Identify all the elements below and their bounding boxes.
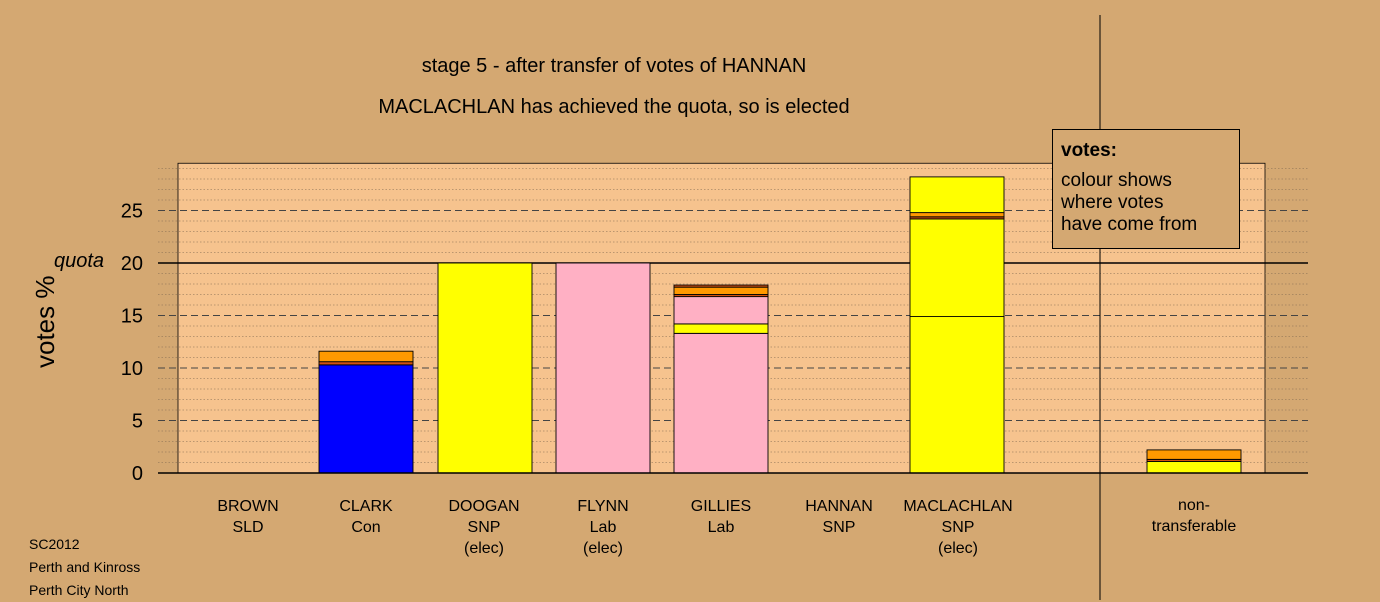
candidate-name: MACLACHLAN [903,498,1013,515]
bar-segment [673,286,769,295]
candidate-name: DOOGAN [448,498,520,515]
candidate-party: SNP [822,519,856,536]
bar-segment [673,284,769,288]
candidate-name: CLARK [339,498,393,515]
y-axis-label: votes % [30,275,60,369]
candidate-party: Con [351,519,381,536]
candidate-note: (elec) [937,540,978,557]
bar-segment [673,323,769,334]
bar-segment [909,316,1005,474]
candidate-party: SNP [941,519,975,536]
candidate-note: (elec) [582,540,623,557]
y-tick-label: 0 [132,463,143,485]
chart-subtitle: MACLACHLAN has achieved the quota, so is… [378,96,850,118]
bar-segment [673,332,769,474]
candidate-label-flynn: FLYNN Lab (elec) [548,496,658,559]
candidate-label-gillies: GILLIES Lab [666,496,776,538]
candidate-party: SNP [467,519,501,536]
bar-segment [437,262,533,474]
y-tick-label: 5 [132,411,143,433]
bar-segment [673,296,769,325]
y-tick-label: 15 [121,306,143,328]
y-tick-label: 10 [121,358,143,380]
candidate-label-brown: BROWN SLD [193,496,303,538]
bar-segment [318,350,414,363]
bar-segment [909,212,1005,218]
y-tick-label: 20 [121,253,143,275]
chart-title: stage 5 - after transfer of votes of HAN… [421,55,807,77]
legend-box: votes: colour shows where votes have com… [1052,129,1240,249]
candidate-note: (elec) [463,540,504,557]
footer-election: SC2012 [29,536,80,552]
candidate-label-doogan: DOOGAN SNP (elec) [429,496,539,559]
candidate-name: HANNAN [805,498,873,515]
candidate-name: GILLIES [690,498,752,515]
legend-title: votes: [1061,140,1117,161]
nontransferable-line1: non- [1177,497,1211,514]
bar-segment [909,218,1005,317]
bar-segment [318,364,414,474]
candidate-label-clark: CLARK Con [311,496,421,538]
bar-segment [909,176,1005,214]
candidate-party: Lab [589,519,617,536]
bar-segment [1146,461,1242,474]
quota-label: quota [54,250,105,272]
candidate-party: SLD [232,519,264,536]
nontransferable-line2: transferable [1151,518,1237,535]
footer-ward: Perth City North [29,582,129,598]
footer-info: SC2012 Perth and Kinross Perth City Nort… [29,533,140,602]
bar-segment [555,262,651,474]
bar-segment [318,361,414,366]
nontransferable-label: non- transferable [1139,495,1249,537]
candidate-party: Lab [707,519,735,536]
y-tick-label: 25 [121,201,143,223]
bar-segment [1146,449,1242,460]
candidate-label-maclachlan: MACLACHLAN SNP (elec) [893,496,1023,559]
candidate-name: BROWN [217,498,279,515]
candidate-label-hannan: HANNAN SNP [784,496,894,538]
legend-body: colour shows where votes have come from [1061,170,1198,235]
footer-council: Perth and Kinross [29,559,141,575]
candidate-name: FLYNN [577,498,629,515]
